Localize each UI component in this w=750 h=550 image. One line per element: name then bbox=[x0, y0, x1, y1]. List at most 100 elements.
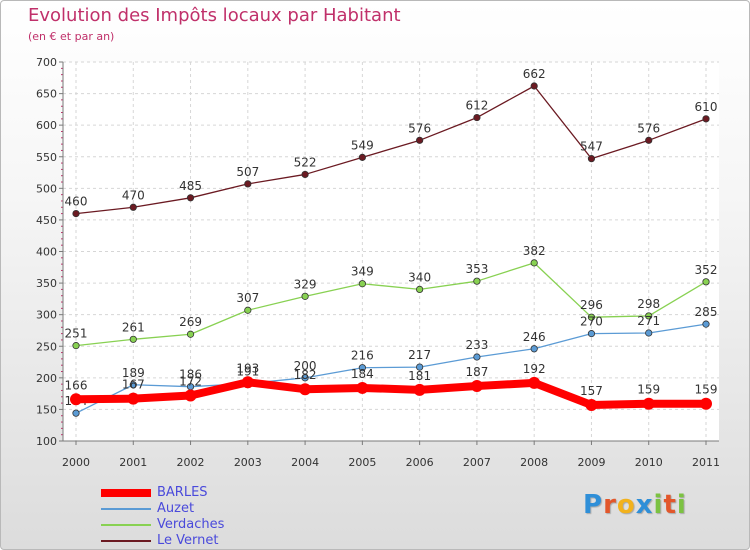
legend-label-le-vernet: Le Vernet bbox=[157, 533, 219, 548]
data-label-barles: 181 bbox=[408, 369, 431, 383]
data-label-auzet: 191 bbox=[236, 365, 259, 379]
x-tick-label: 2007 bbox=[463, 456, 491, 469]
legend-label-barles: BARLES bbox=[157, 485, 208, 500]
logo-letter: o bbox=[616, 490, 636, 520]
proxiti-logo: Proxiti bbox=[583, 490, 687, 520]
data-label-barles: 166 bbox=[65, 378, 88, 392]
logo-letter: i bbox=[676, 490, 687, 520]
data-point-barles bbox=[642, 397, 655, 410]
data-label-barles: 184 bbox=[351, 367, 374, 381]
data-point-barles bbox=[70, 393, 82, 406]
data-point-le-vernet bbox=[129, 203, 137, 211]
data-point-le-vernet bbox=[72, 210, 80, 218]
data-label-barles: 159 bbox=[695, 383, 718, 397]
data-point-barles bbox=[585, 398, 598, 411]
data-label-barles: 167 bbox=[122, 378, 145, 392]
data-label-auzet: 217 bbox=[408, 348, 431, 362]
data-label-le-vernet: 547 bbox=[580, 140, 603, 154]
data-label-barles: 159 bbox=[637, 383, 660, 397]
data-point-le-vernet bbox=[587, 155, 596, 163]
data-label-verdaches: 340 bbox=[408, 270, 431, 284]
data-label-verdaches: 329 bbox=[294, 277, 317, 291]
data-label-le-vernet: 549 bbox=[351, 138, 374, 152]
data-point-le-vernet bbox=[530, 82, 538, 90]
y-tick-label: 400 bbox=[36, 246, 57, 259]
data-label-auzet: 285 bbox=[695, 305, 718, 319]
data-label-verdaches: 307 bbox=[236, 291, 259, 305]
data-label-verdaches: 261 bbox=[122, 320, 145, 334]
chart-subtitle: (en € et par an) bbox=[28, 30, 115, 43]
data-point-auzet bbox=[416, 363, 424, 371]
y-tick-label: 250 bbox=[36, 340, 57, 353]
logo-letter: i bbox=[653, 490, 664, 520]
data-point-le-vernet bbox=[473, 113, 481, 122]
x-tick-label: 2006 bbox=[406, 456, 434, 469]
data-point-barles bbox=[241, 376, 254, 389]
series-line-verdaches bbox=[75, 262, 707, 347]
data-label-auzet: 189 bbox=[122, 366, 145, 380]
x-tick-label: 2010 bbox=[635, 456, 663, 469]
data-label-auzet: 200 bbox=[294, 359, 317, 373]
data-point-auzet bbox=[72, 409, 80, 417]
data-point-verdaches bbox=[587, 313, 596, 321]
data-label-verdaches: 349 bbox=[351, 265, 374, 279]
data-label-le-vernet: 576 bbox=[408, 121, 431, 135]
data-label-verdaches: 251 bbox=[65, 327, 88, 341]
data-label-verdaches: 298 bbox=[637, 297, 660, 311]
data-point-barles bbox=[413, 383, 426, 396]
data-point-auzet bbox=[702, 320, 710, 328]
data-point-verdaches bbox=[129, 335, 137, 343]
chart-title: Evolution des Impôts locaux par Habitant bbox=[28, 5, 401, 26]
data-point-barles bbox=[470, 380, 483, 393]
y-tick-label: 500 bbox=[36, 182, 57, 195]
y-tick-label: 350 bbox=[36, 277, 57, 290]
data-point-auzet bbox=[358, 364, 366, 372]
data-label-le-vernet: 507 bbox=[236, 165, 259, 179]
y-tick-label: 450 bbox=[36, 214, 57, 227]
data-point-auzet bbox=[129, 381, 137, 389]
x-tick-label: 2001 bbox=[119, 456, 147, 469]
data-label-auzet: 271 bbox=[637, 314, 660, 328]
data-point-verdaches bbox=[72, 342, 80, 350]
data-point-auzet bbox=[301, 374, 309, 382]
legend-label-auzet: Auzet bbox=[157, 501, 195, 516]
data-label-auzet: 186 bbox=[179, 368, 202, 382]
data-label-verdaches: 352 bbox=[695, 263, 718, 277]
legend-swatch-le-vernet bbox=[101, 540, 151, 542]
data-label-auzet: 246 bbox=[523, 330, 546, 344]
data-point-verdaches bbox=[702, 278, 710, 286]
data-label-barles: 187 bbox=[465, 365, 488, 379]
data-label-le-vernet: 610 bbox=[695, 100, 718, 114]
data-point-barles bbox=[127, 392, 140, 405]
data-label-verdaches: 382 bbox=[523, 244, 546, 258]
data-label-auzet: 216 bbox=[351, 349, 374, 363]
x-tick-label: 2009 bbox=[577, 456, 605, 469]
data-point-le-vernet bbox=[244, 180, 252, 188]
legend-swatch-verdaches bbox=[101, 524, 151, 526]
legend-label-verdaches: Verdaches bbox=[157, 517, 225, 532]
data-point-le-vernet bbox=[702, 115, 710, 123]
data-label-le-vernet: 576 bbox=[637, 121, 660, 135]
data-label-le-vernet: 662 bbox=[523, 67, 546, 81]
data-label-barles: 193 bbox=[236, 361, 259, 375]
y-tick-label: 600 bbox=[36, 119, 57, 132]
logo-letter: t bbox=[663, 490, 677, 520]
data-point-barles bbox=[700, 397, 712, 410]
y-tick-label: 300 bbox=[36, 309, 57, 322]
series-line-barles bbox=[72, 378, 710, 409]
data-label-verdaches: 353 bbox=[465, 262, 488, 276]
y-tick-label: 150 bbox=[36, 403, 57, 416]
data-label-le-vernet: 522 bbox=[294, 155, 317, 169]
data-point-verdaches bbox=[530, 259, 538, 267]
data-point-barles bbox=[299, 383, 312, 396]
data-point-le-vernet bbox=[416, 136, 424, 144]
series-line-auzet bbox=[75, 323, 707, 414]
data-label-auzet: 233 bbox=[465, 338, 488, 352]
data-point-verdaches bbox=[186, 330, 195, 338]
data-point-verdaches bbox=[416, 285, 424, 293]
x-tick-label: 2011 bbox=[692, 456, 720, 469]
y-tick-label: 650 bbox=[36, 88, 57, 101]
data-point-auzet bbox=[587, 330, 596, 338]
y-tick-label: 200 bbox=[36, 372, 57, 385]
